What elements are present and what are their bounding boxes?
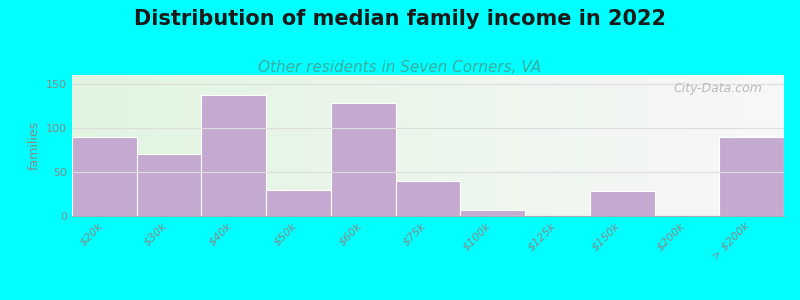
- Bar: [266, 190, 331, 216]
- Bar: [460, 210, 525, 216]
- Bar: [137, 154, 202, 216]
- Bar: [719, 137, 784, 216]
- Bar: [590, 191, 654, 216]
- Bar: [331, 103, 396, 216]
- Text: City-Data.com: City-Data.com: [674, 82, 762, 95]
- Bar: [202, 95, 266, 216]
- Bar: [396, 181, 460, 216]
- Text: Other residents in Seven Corners, VA: Other residents in Seven Corners, VA: [258, 60, 542, 75]
- Bar: [72, 137, 137, 216]
- Text: Distribution of median family income in 2022: Distribution of median family income in …: [134, 9, 666, 29]
- Y-axis label: families: families: [27, 121, 41, 170]
